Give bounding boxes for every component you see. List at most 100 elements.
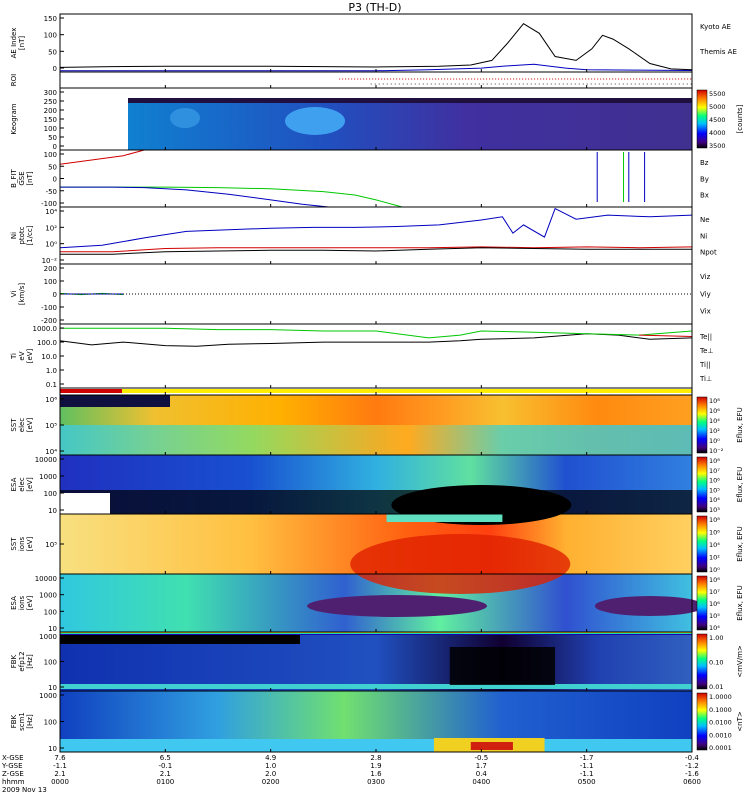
panel-tick-label: 1000 bbox=[39, 692, 57, 700]
footer-value: 1.9 bbox=[370, 762, 381, 770]
panel-ylabel-fbk_e: efp12 bbox=[18, 651, 26, 671]
footer-value: 0500 bbox=[578, 778, 596, 786]
panel-tick-label: 10000 bbox=[35, 575, 57, 583]
panel-tick-label: 10⁴ bbox=[45, 448, 57, 456]
colorbar-tick: 4500 bbox=[709, 116, 726, 124]
colorbar-esa_e bbox=[696, 456, 708, 513]
colorbar-tick: 5000 bbox=[709, 103, 726, 111]
panel-ylabel-esa_e: [eV] bbox=[26, 477, 34, 492]
panel-labels-roi: ROI bbox=[10, 74, 18, 86]
colorbar-tick: 10⁵ bbox=[709, 486, 720, 494]
panel-ylabel-sst_e: elec bbox=[18, 418, 26, 433]
panel-ylabel-fbk_b: scm1 bbox=[18, 712, 26, 731]
colorbar-tick: 10⁶ bbox=[709, 600, 720, 608]
colorbar-tick: 10⁰ bbox=[709, 566, 720, 574]
footer-value: 0600 bbox=[683, 778, 701, 786]
fbk-e-bottom-band bbox=[60, 684, 692, 689]
panel-ylabel-ae: [nT] bbox=[18, 36, 26, 50]
colorbar-tick: 10⁴ bbox=[709, 417, 720, 425]
flag-bar-red bbox=[60, 389, 122, 393]
panel-tick-label: 100 bbox=[44, 151, 57, 159]
lines-layer bbox=[59, 23, 693, 347]
sst-ions-peak bbox=[350, 534, 571, 594]
series-line-ae-kyotoae bbox=[60, 63, 693, 72]
series-line-bfit-bz bbox=[59, 149, 145, 165]
colorbar-tick: 10⁻² bbox=[709, 447, 724, 455]
footer-value: 0000 bbox=[51, 778, 69, 786]
panel-tick-label: 10 bbox=[48, 684, 57, 692]
sst-ions-top bbox=[386, 514, 503, 522]
panel-ylabel-ti: eV bbox=[18, 351, 26, 360]
panel-ylabel-sst_e: SST bbox=[10, 418, 18, 432]
panel-labels-esa_e: ESA elec [eV] 10000 1000 100 10 bbox=[10, 456, 64, 515]
colorbar-tick: 10⁴ bbox=[709, 496, 720, 504]
colorbar-tick: 0.1000 bbox=[709, 706, 732, 714]
panel-tick-label: 10⁵ bbox=[45, 541, 57, 549]
colorbar-tick: 10⁰ bbox=[709, 437, 720, 445]
panel-tick-label: 100 bbox=[44, 659, 57, 667]
panel-ylabel-fbk_b: [Hz] bbox=[26, 714, 34, 729]
footer-row-label: Y-GSE bbox=[1, 762, 23, 770]
panel-ylabel-esa_e: ESA bbox=[10, 477, 18, 491]
fbk-e-dark bbox=[449, 647, 556, 685]
colorbar-tick: 5500 bbox=[709, 90, 726, 98]
panel-tick-label: 100 bbox=[44, 278, 57, 286]
series-line-bfit-by bbox=[60, 186, 403, 208]
keogram-image bbox=[128, 98, 692, 150]
flag-bar bbox=[60, 389, 692, 393]
panel-tick-label: 150 bbox=[44, 15, 57, 23]
footer-row-label: X-GSE bbox=[2, 754, 24, 762]
panel-tick-label: 1.0 bbox=[46, 367, 57, 375]
footer-value: 2.1 bbox=[160, 770, 171, 778]
series-line-ti-ti bbox=[60, 327, 693, 339]
panel-ylabel-ni: Ni bbox=[10, 232, 18, 239]
panel-ylabel-sst_i: [eV] bbox=[26, 536, 34, 551]
panel-ylabel-ae: AE Index bbox=[10, 28, 18, 59]
colorbar-tick: 0.10 bbox=[709, 659, 723, 667]
panel-tick-label: 100 bbox=[44, 719, 57, 727]
footer-value: 1.7 bbox=[476, 762, 487, 770]
series-line-ni-npot bbox=[59, 207, 693, 249]
panel-ylabel-esa_i: ions bbox=[18, 595, 26, 610]
colorbar-tick: 10⁴ bbox=[709, 541, 720, 549]
colorbar-tick: 10⁷ bbox=[709, 467, 720, 475]
panel-labels-sst_i: SST ions [eV] 10⁵ bbox=[10, 536, 64, 551]
footer-value: 2.0 bbox=[265, 770, 276, 778]
colorbar-label: Eflux, EFU bbox=[736, 585, 744, 620]
footer-row-label: 2009 Nov 13 bbox=[2, 786, 47, 794]
series-line-ni-ne bbox=[60, 246, 693, 253]
panel-tick-label: 100 bbox=[44, 490, 57, 498]
sst-elec-gap bbox=[60, 395, 170, 407]
panel-ylabel-ti: [eV] bbox=[26, 348, 34, 363]
panel-tick-label: -200 bbox=[41, 317, 57, 325]
footer-value: 6.5 bbox=[160, 754, 171, 762]
footer-value: -1.6 bbox=[685, 770, 699, 778]
colorbars-layer: 5500 5000 4500 4000 3500 [counts] 10⁸ 10⁶ 10⁴ 10²… bbox=[696, 89, 744, 752]
colorbar-tick: 10⁶ bbox=[709, 477, 720, 485]
panel-tick-label: -100 bbox=[41, 200, 57, 208]
footer-value: -1.7 bbox=[580, 754, 594, 762]
colorbar-tick: 10⁸ bbox=[709, 516, 720, 524]
footer-value: 0100 bbox=[156, 778, 174, 786]
colorbar-tick: 0.0001 bbox=[709, 744, 732, 752]
legend-entry: Te⊥ bbox=[699, 347, 714, 355]
footer-value: 2.1 bbox=[54, 770, 65, 778]
colorbar-tick: 10² bbox=[709, 554, 720, 562]
footer-value: -0.5 bbox=[474, 754, 488, 762]
colorbar-esa_i bbox=[696, 575, 708, 631]
panel-ylabel-sst_i: SST bbox=[10, 537, 18, 551]
panel-ylabel-ti: Ti bbox=[10, 353, 18, 360]
fbk-e-dark-band bbox=[60, 634, 300, 644]
panel-tick-label: 250 bbox=[44, 98, 57, 106]
panel-ylabel-esa_e: elec bbox=[18, 477, 26, 492]
footer-value: 0200 bbox=[262, 778, 280, 786]
series-line-ti-te bbox=[59, 333, 693, 347]
panel-tick-label: 1000 bbox=[39, 592, 57, 600]
panel-tick-label: 150 bbox=[44, 116, 57, 124]
panel-ylabel-vi: Vi bbox=[10, 291, 18, 298]
colorbar-tick: 10⁸ bbox=[709, 457, 720, 465]
footer-value: -0.1 bbox=[158, 762, 172, 770]
